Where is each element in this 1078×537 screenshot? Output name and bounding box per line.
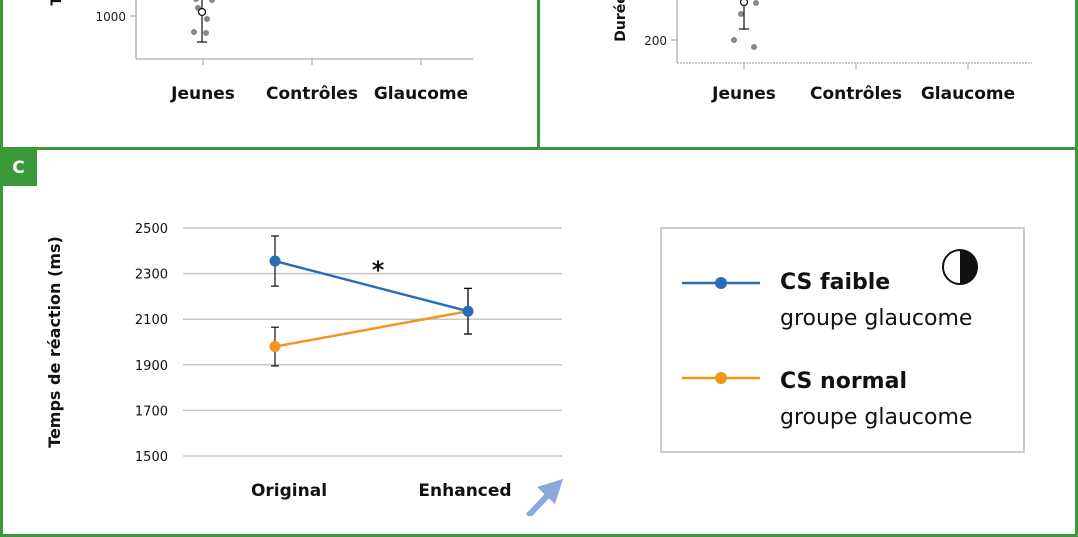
y-tick-label: 2500 [135, 222, 168, 237]
panel-a-point [191, 29, 197, 35]
y-axis-label: Temps de réaction (ms) [45, 236, 64, 448]
data-point-cs-faible [462, 305, 474, 317]
panel-b-ytick-label: 200 [644, 34, 667, 48]
panel-b-cat-controles: Contrôles [810, 84, 902, 104]
series-cs-faible [269, 235, 474, 335]
y-tick-label: 2300 [135, 268, 168, 283]
panel-a-point [209, 0, 215, 3]
data-point-cs-normal [269, 341, 281, 353]
arrow-icon [525, 479, 563, 516]
panel-a-chart: To 1000 Jeunes Contrôles Glaucome [49, 0, 473, 104]
panel-b-ylabel: Durée [613, 0, 629, 42]
legend: CS faible groupe glaucome CS normal grou… [660, 227, 1025, 453]
grid [183, 227, 562, 457]
series-line-cs-faible [274, 259, 469, 313]
x-category-label: Original [251, 481, 327, 501]
panel-a-point [203, 30, 209, 36]
panel-b-cat-glaucome: Glaucome [921, 84, 1015, 104]
panel-a-point [204, 16, 210, 22]
half-filled-circle-icon [942, 249, 978, 285]
y-tick-label: 1900 [135, 359, 168, 374]
legend-marker-cs-faible [715, 277, 727, 289]
panel-b-point [738, 11, 744, 17]
panel-c-label: C [0, 150, 37, 186]
y-tick-label: 1500 [135, 450, 168, 465]
panel-a-point [193, 0, 199, 2]
legend-marker-cs-normal [715, 372, 727, 384]
series-line-cs-normal [274, 309, 469, 348]
panel-a-mean [197, 7, 207, 17]
panel-a: To 1000 Jeunes Contrôles Glaucome [0, 0, 540, 150]
panel-b-point [753, 0, 759, 6]
panel-b-jeunes-points [731, 0, 759, 50]
legend-title-cs-normal: CS normal [780, 369, 907, 394]
panel-a-ytick-label: 1000 [95, 10, 126, 24]
panel-a-cat-glaucome: Glaucome [374, 84, 468, 104]
significance-asterisk: * [372, 256, 385, 284]
panel-b-chart: Durée 200 Jeunes Contrôles Glaucome [613, 0, 1032, 104]
legend-subtitle-cs-normal: groupe glaucome [780, 405, 972, 430]
legend-subtitle-cs-faible: groupe glaucome [780, 306, 972, 331]
panel-a-jeunes-points [191, 0, 215, 43]
panel-a-cat-jeunes: Jeunes [170, 84, 235, 104]
data-point-cs-faible [269, 255, 281, 267]
panel-a-ylabel: To [49, 0, 65, 6]
legend-title-cs-faible: CS faible [780, 270, 890, 295]
x-category-labels: Original Enhanced [251, 481, 512, 501]
panel-b-mean [739, 0, 749, 7]
y-tick-labels: 1500 1700 1900 2100 2300 2500 [135, 222, 168, 465]
panel-b-cat-jeunes: Jeunes [711, 84, 776, 104]
panel-b: Durée 200 Jeunes Contrôles Glaucome [537, 0, 1078, 150]
panel-a-cat-controles: Contrôles [266, 84, 358, 104]
y-tick-label: 2100 [135, 313, 168, 328]
panel-c-chart: 1500 1700 1900 2100 2300 2500 Temps de réacti… [45, 222, 1025, 516]
panel-b-point [751, 44, 757, 50]
panel-b-point [731, 37, 737, 43]
y-tick-label: 1700 [135, 404, 168, 419]
series-cs-normal [269, 287, 474, 367]
series [269, 235, 474, 367]
x-category-label: Enhanced [418, 481, 511, 501]
